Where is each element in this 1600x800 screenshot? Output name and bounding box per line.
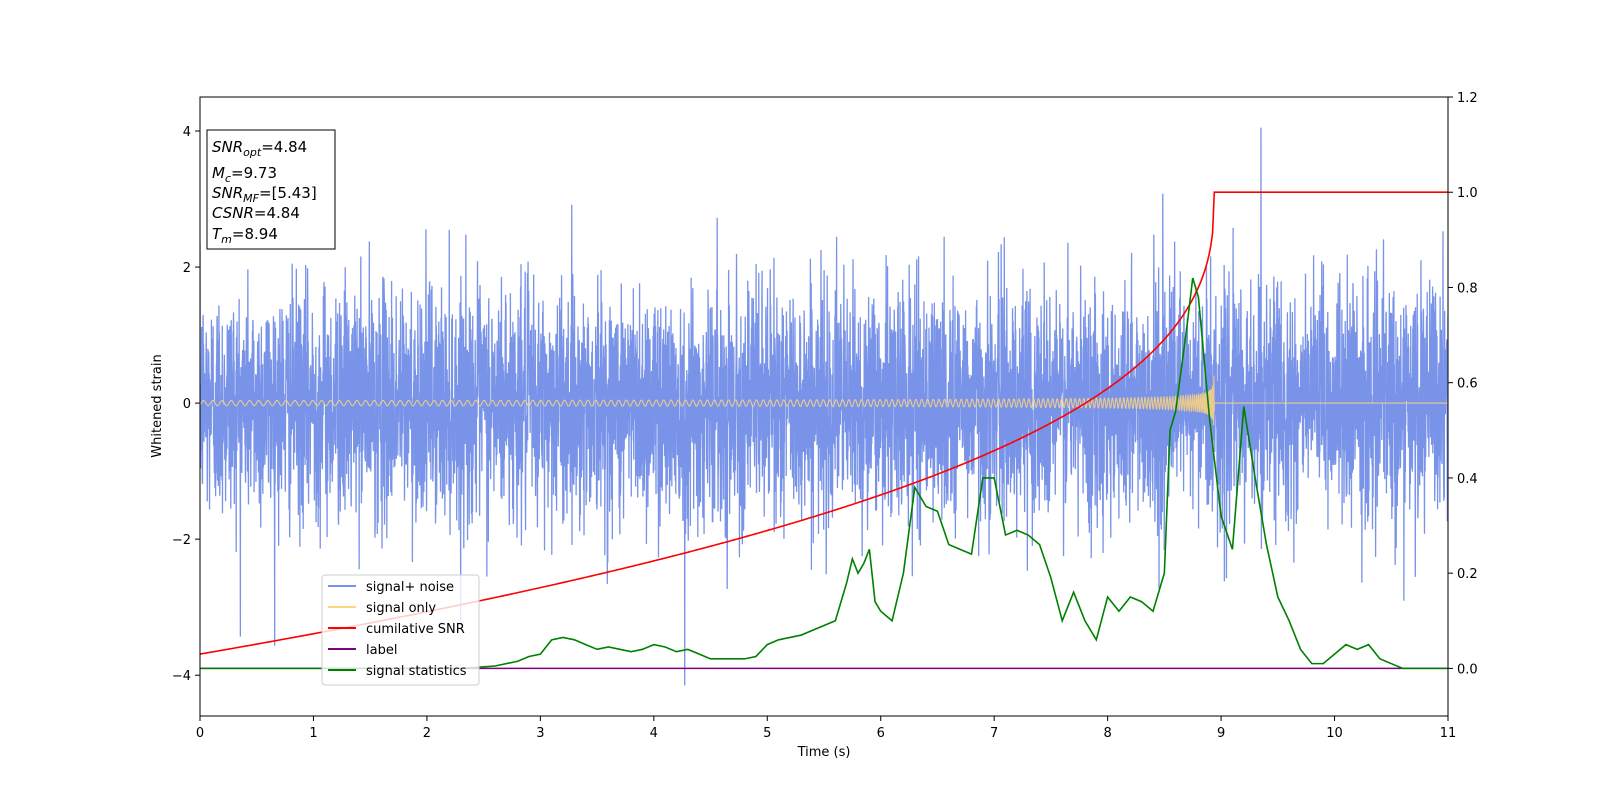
x-tick-label: 1 [309, 726, 317, 741]
info-tm: Tm=8.94 [212, 225, 278, 246]
legend-label-label: label [366, 643, 397, 658]
y-right-tick-label: 0.0 [1457, 662, 1478, 677]
axes: 0 1 2 3 4 5 6 7 8 9 10 11 4 2 0 −2 −4 1.2 1.0 0.8 0.6 0.4 0.2 0… [172, 91, 1478, 741]
x-tick-label: 11 [1440, 726, 1457, 741]
legend-frame [321, 574, 480, 686]
y-axis-label: Whitened strain [150, 354, 165, 457]
info-snr-mf: SNRMF=[5.43] [212, 184, 317, 205]
legend-label-signal-statistics: signal statistics [366, 664, 467, 679]
x-tick-label: 4 [650, 726, 658, 741]
y-left-tick-label: −4 [172, 669, 191, 684]
info-box-frame [206, 129, 336, 250]
legend-label-cumulative-snr: cumilative SNR [366, 622, 465, 637]
y-left-tick-label: −2 [172, 533, 191, 548]
y-right-tick-label: 0.6 [1457, 377, 1478, 392]
info-csnr: CSNR=4.84 [212, 204, 300, 222]
info-box: SNRopt=4.84 Mc=9.73 SNRMF=[5.43] CSNR=4.… [206, 129, 336, 250]
x-tick-label: 6 [877, 726, 885, 741]
plot-frame [199, 96, 1449, 717]
x-tick-label: 9 [1217, 726, 1225, 741]
info-mc: Mc=9.73 [212, 164, 277, 185]
y-right-tick-label: 0.8 [1457, 281, 1478, 296]
y-right-tick-label: 0.2 [1457, 567, 1478, 582]
x-tick-label: 3 [536, 726, 544, 741]
series-signal-statistics [200, 277, 1448, 670]
legend-label-signal-noise: signal+ noise [366, 580, 454, 595]
x-axis-label: Time (s) [797, 745, 851, 760]
legend: signal+ noise signal only cumilative SNR… [321, 574, 480, 686]
y-right-tick-label: 1.2 [1457, 91, 1478, 106]
x-tick-label: 10 [1326, 726, 1343, 741]
series-signal-noise [200, 127, 1448, 686]
y-left-tick-label: 2 [183, 261, 191, 276]
y-right-tick-label: 1.0 [1457, 186, 1478, 201]
y-left-tick-label: 0 [183, 397, 191, 412]
x-tick-label: 8 [1103, 726, 1111, 741]
y-left-tick-label: 4 [183, 125, 191, 140]
y-right-tick-label: 0.4 [1457, 472, 1478, 487]
info-snr-opt: SNRopt=4.84 [212, 138, 307, 159]
x-tick-label: 2 [423, 726, 431, 741]
x-tick-label: 5 [763, 726, 771, 741]
legend-label-signal-only: signal only [366, 601, 436, 616]
x-tick-label: 7 [990, 726, 998, 741]
series-signal-only [200, 375, 1448, 425]
x-tick-label: 0 [196, 726, 204, 741]
